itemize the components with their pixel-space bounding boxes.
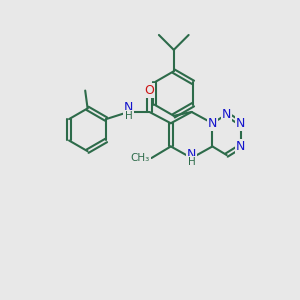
Text: CH₃: CH₃ <box>131 153 150 163</box>
Text: N: N <box>222 108 231 121</box>
Text: N: N <box>124 101 133 114</box>
Text: H: H <box>188 157 196 167</box>
Text: N: N <box>236 117 245 130</box>
Text: N: N <box>208 117 217 130</box>
Text: N: N <box>187 148 196 161</box>
Text: H: H <box>125 110 133 121</box>
Text: O: O <box>145 84 154 97</box>
Text: N: N <box>236 140 245 153</box>
